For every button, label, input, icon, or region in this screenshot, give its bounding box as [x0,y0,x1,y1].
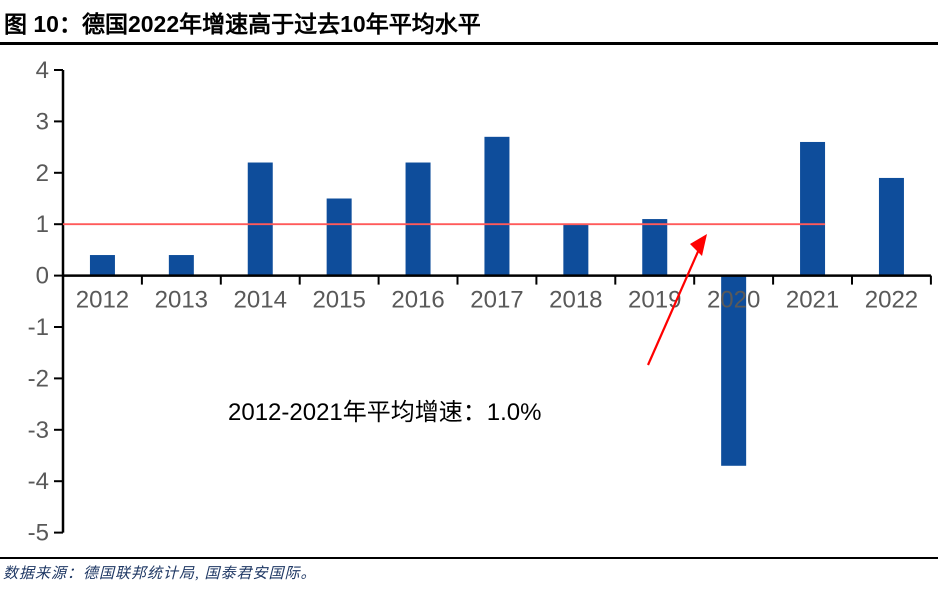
bar-2021 [800,141,826,276]
y-tick-label: -4 [28,468,49,495]
x-tick-label: 2012 [76,287,129,314]
x-tick-label: 2014 [234,287,287,314]
bar-2020 [721,275,747,466]
bar-2012 [89,255,115,276]
bar-2019 [642,219,668,276]
y-tick-label: -2 [28,365,49,392]
source-note: 数据来源：德国联邦统计局, 国泰君安国际。 [3,566,317,582]
x-tick-label: 2017 [470,287,523,314]
bar-2018 [563,224,589,276]
y-tick-label: -5 [28,520,49,547]
bar-2016 [405,162,431,276]
annotation-arrow-head [690,234,707,256]
y-tick-label: -3 [28,417,49,444]
y-tick-label: 3 [36,108,49,135]
title-divider [0,42,938,45]
y-tick-label: 1 [36,211,49,238]
bar-2017 [484,136,510,276]
y-tick-label: 2 [36,160,49,187]
bar-2014 [247,162,273,276]
x-tick-label: 2013 [155,287,208,314]
annotation-arrow-shaft [646,246,702,366]
y-tick-label: -1 [28,314,49,341]
bar-2015 [326,198,352,276]
y-tick-label: 0 [36,263,49,290]
figure-title: 图 10：德国2022年增速高于过去10年平均水平 [4,11,481,37]
bar-2013 [168,255,194,276]
footer-divider [0,557,938,559]
x-tick-label: 2022 [865,287,918,314]
x-tick-label: 2016 [391,287,444,314]
x-tick-label: 2021 [786,287,839,314]
x-tick-label: 2015 [312,287,365,314]
bar-2022 [878,177,904,276]
y-tick-label: 4 [36,57,49,84]
annotation-text: 2012-2021年平均增速：1.0% [228,399,541,426]
x-tick-label: 2018 [549,287,602,314]
x-tick-label: 2020 [707,287,760,314]
chart-canvas: 4 3 2 1 0 -1 -2 -3 -4 -5 2012 2013 2014 2015 2016 2017 2… [28,57,932,547]
